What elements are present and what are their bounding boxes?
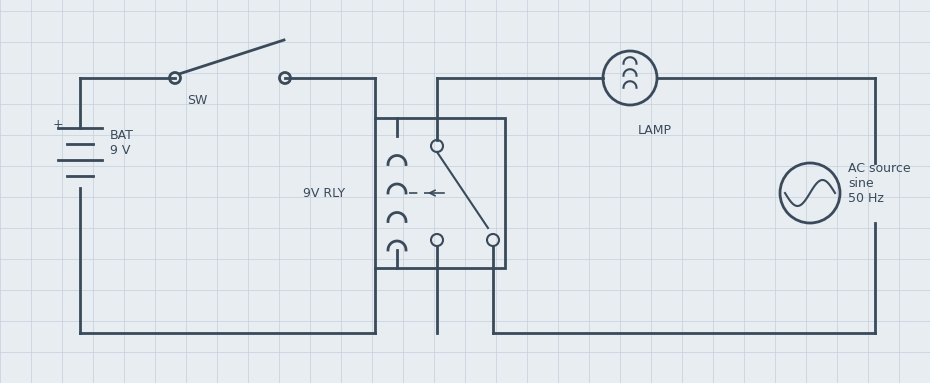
Text: SW: SW bbox=[187, 93, 207, 106]
Bar bbox=[375, 118, 505, 268]
Text: BAT
9 V: BAT 9 V bbox=[110, 129, 134, 157]
Text: AC source
sine
50 Hz: AC source sine 50 Hz bbox=[848, 162, 910, 205]
Text: +: + bbox=[53, 118, 63, 131]
Text: 9V RLY: 9V RLY bbox=[303, 187, 345, 200]
Text: LAMP: LAMP bbox=[638, 123, 672, 136]
